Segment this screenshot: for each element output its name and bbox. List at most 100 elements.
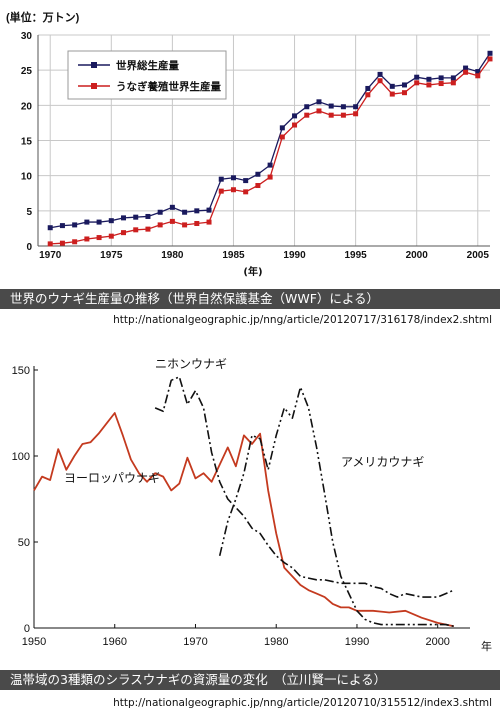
chart1-data-point xyxy=(84,236,90,242)
chart1-data-point xyxy=(292,122,298,128)
chart1-xtick-label: 1975 xyxy=(100,250,123,261)
chart1-data-point xyxy=(438,75,444,81)
chart2-ytick-label: 150 xyxy=(12,365,30,377)
chart2-ytick-label: 50 xyxy=(18,537,30,549)
chart1-data-point xyxy=(340,104,346,110)
chart1-data-point xyxy=(377,78,383,84)
chart1-ytick-label: 10 xyxy=(21,172,33,183)
chart1-data-point xyxy=(475,73,481,79)
chart1-data-point xyxy=(414,80,420,86)
chart1-data-point xyxy=(414,74,420,80)
chart1-data-point xyxy=(121,215,127,221)
chart-world-eel-production: (単位：万トン) 0 5 10 15 20 25 30 1970 1975 1980 1985 199… xyxy=(6,10,493,278)
chart1-data-point xyxy=(487,50,493,56)
chart1-data-point xyxy=(463,65,469,71)
chart1-data-point xyxy=(206,219,212,225)
chart1-ytick-label: 30 xyxy=(21,31,33,42)
chart1-data-point xyxy=(133,214,139,220)
chart1-data-point xyxy=(72,222,78,228)
chart1-data-point xyxy=(279,125,285,131)
chart1-data-point xyxy=(328,112,334,118)
chart1-data-point xyxy=(328,103,334,109)
chart1-data-point xyxy=(389,91,395,97)
chart1-data-point xyxy=(218,188,224,194)
chart1-data-point xyxy=(47,241,53,247)
chart1-data-point xyxy=(230,187,236,193)
chart1-data-point xyxy=(145,226,151,232)
chart1-data-point xyxy=(96,219,102,225)
chart1-data-point xyxy=(169,218,175,224)
chart1-data-point xyxy=(450,80,456,86)
chart1-data-point xyxy=(353,104,359,110)
chart1-data-point xyxy=(182,209,188,215)
chart1-data-point xyxy=(121,230,127,236)
chart1-ytick-label: 0 xyxy=(26,242,32,253)
chart1-legend-box xyxy=(67,50,227,100)
chart1-data-point xyxy=(487,56,493,62)
chart1-data-point xyxy=(194,208,200,214)
chart1-xtick-label: 2000 xyxy=(406,250,429,261)
chart2-series-line xyxy=(33,412,455,628)
chart2-ytick-label: 100 xyxy=(12,451,30,463)
chart1-data-point xyxy=(218,176,224,182)
chart1-data-point xyxy=(72,239,78,245)
chart1-data-point xyxy=(96,235,102,241)
chart1-data-point xyxy=(84,219,90,225)
chart1-data-point xyxy=(194,220,200,226)
chart1-data-point xyxy=(463,69,469,75)
chart1-ylabel: (単位：万トン) xyxy=(6,10,80,24)
chart1-data-point xyxy=(450,75,456,81)
chart2-xtick-label: 1950 xyxy=(22,636,46,648)
chart1-data-point xyxy=(365,92,371,98)
chart1-data-point xyxy=(426,76,432,82)
chart1-data-point xyxy=(316,108,322,114)
chart1-data-point xyxy=(267,162,273,168)
chart2-series-line xyxy=(218,386,455,628)
chart1-data-point xyxy=(255,183,261,189)
chart1-data-point xyxy=(438,81,444,87)
chart2-xlabel: 年 xyxy=(481,639,492,653)
chart1-data-point xyxy=(182,222,188,228)
chart1-data-point xyxy=(255,171,261,177)
series-label-european: ヨーロッパウナギ xyxy=(64,471,160,485)
chart1-data-point xyxy=(340,112,346,118)
chart1-data-point xyxy=(230,175,236,181)
chart1-ytick-label: 5 xyxy=(26,207,32,218)
chart-glass-eel-stock: 0 50 100 150 1950 1960 1970 1980 1990 2000 ヨーロッパウ… xyxy=(12,357,492,653)
chart2-xtick-label: 1970 xyxy=(183,636,207,648)
chart1-data-point xyxy=(157,209,163,215)
chart1-data-point xyxy=(365,85,371,91)
chart1-xtick-label: 1970 xyxy=(39,250,62,261)
chart1-data-point xyxy=(401,82,407,88)
chart1-ytick-label: 25 xyxy=(21,66,33,77)
chart1-data-point xyxy=(59,240,65,246)
chart1-data-point xyxy=(47,225,53,231)
chart1-data-point xyxy=(304,104,310,110)
legend-total-marker xyxy=(91,62,97,68)
chart2-xtick-label: 1980 xyxy=(264,636,288,648)
chart2-xtick-label: 1960 xyxy=(102,636,126,648)
chart1-data-point xyxy=(426,82,432,88)
chart1-ytick-label: 15 xyxy=(21,137,33,148)
chart1-data-point xyxy=(353,111,359,117)
chart1-data-point xyxy=(169,204,175,210)
chart2-series-line xyxy=(154,376,455,598)
chart1-data-point xyxy=(389,83,395,89)
legend-farmed-marker xyxy=(91,83,97,89)
legend-farmed-label: うなぎ養殖世界生産量 xyxy=(116,80,221,93)
chart1-xtick-label: 1980 xyxy=(161,250,184,261)
chart1-data-point xyxy=(59,223,65,229)
chart1-data-point xyxy=(243,178,249,184)
series-label-american: アメリカウナギ xyxy=(341,455,424,469)
chart2-xtick-label: 2000 xyxy=(425,636,449,648)
chart1-data-point xyxy=(108,218,114,224)
chart1-data-point xyxy=(475,69,481,75)
chart1-data-point xyxy=(377,71,383,77)
chart1-data-point xyxy=(108,233,114,239)
chart1-xtick-label: 1985 xyxy=(222,250,245,261)
chart1-data-point xyxy=(401,90,407,96)
chart1-data-point xyxy=(304,112,310,118)
chart1-ytick-label: 20 xyxy=(21,101,33,112)
chart1-data-point xyxy=(206,207,212,213)
chart1-data-point xyxy=(145,213,151,219)
